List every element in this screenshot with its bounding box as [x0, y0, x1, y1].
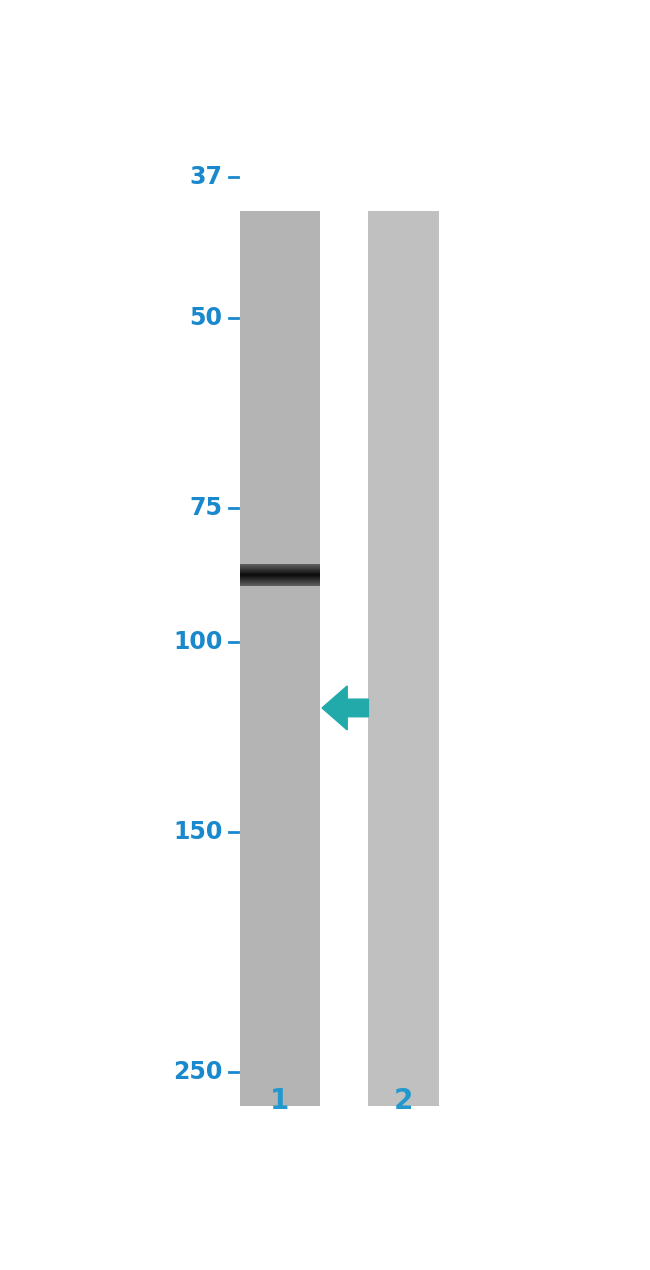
Text: 37: 37	[189, 165, 222, 189]
Text: 100: 100	[173, 630, 222, 654]
Text: 2: 2	[394, 1087, 413, 1115]
Text: 50: 50	[189, 306, 222, 330]
Text: 250: 250	[173, 1059, 222, 1083]
Text: 1: 1	[270, 1087, 289, 1115]
Text: 75: 75	[189, 495, 222, 519]
Bar	[240, 211, 320, 1106]
Text: 150: 150	[173, 820, 222, 845]
Bar	[369, 211, 439, 1106]
FancyArrow shape	[322, 686, 369, 730]
